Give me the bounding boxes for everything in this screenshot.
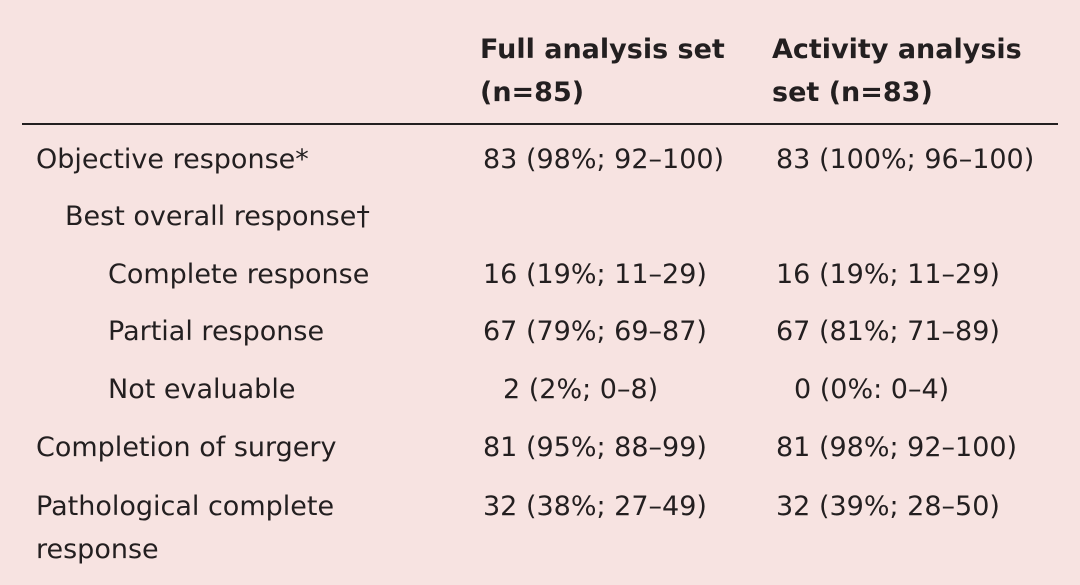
cell-activity-analysis: 32 (39%; 28–50) [776, 491, 1000, 522]
header-divider [22, 123, 1058, 125]
row-label: Objective response* [36, 144, 309, 175]
column-header-line: Activity analysis [772, 34, 1022, 65]
cell-activity-analysis: 16 (19%; 11–29) [776, 259, 1000, 290]
cell-full-analysis: 83 (98%; 92–100) [483, 144, 725, 175]
column-header-line: (n=85) [480, 77, 585, 108]
cell-activity-analysis: 83 (100%; 96–100) [776, 144, 1035, 175]
column-header-full-analysis-set: Full analysis set (n=85) [480, 28, 725, 114]
cell-full-analysis: 16 (19%; 11–29) [483, 259, 707, 290]
cell-full-analysis: 81 (95%; 88–99) [483, 432, 707, 463]
column-header-line: Full analysis set [480, 34, 725, 65]
row-label: Not evaluable [108, 374, 296, 405]
row-label-line: response [36, 534, 159, 565]
row-label-line: Pathological complete [36, 491, 335, 522]
cell-activity-analysis: 0 (0%: 0–4) [794, 374, 950, 405]
column-header-line: set (n=83) [772, 77, 933, 108]
row-label: Partial response [108, 316, 325, 347]
cell-full-analysis: 2 (2%; 0–8) [503, 374, 659, 405]
cell-full-analysis: 67 (79%; 69–87) [483, 316, 707, 347]
column-header-activity-analysis-set: Activity analysis set (n=83) [772, 28, 1022, 114]
row-label: Best overall response† [65, 201, 370, 232]
row-label: Complete response [108, 259, 370, 290]
table-header: Full analysis set (n=85) Activity analys… [0, 28, 1080, 118]
row-label: Pathological complete response [36, 485, 334, 571]
row-label: Completion of surgery [36, 432, 337, 463]
cell-activity-analysis: 67 (81%; 71–89) [776, 316, 1000, 347]
cell-full-analysis: 32 (38%; 27–49) [483, 491, 707, 522]
cell-activity-analysis: 81 (98%; 92–100) [776, 432, 1018, 463]
